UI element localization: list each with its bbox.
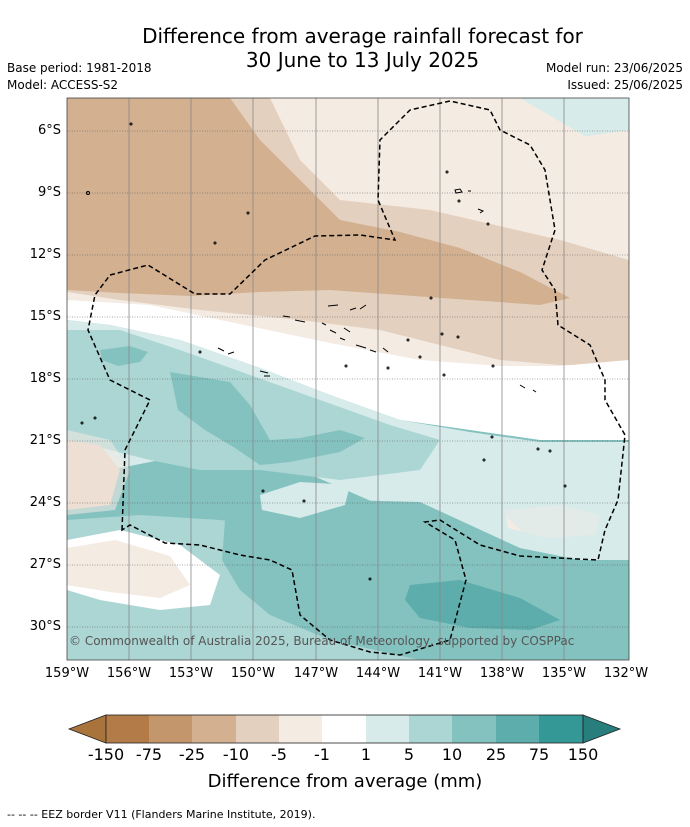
colorbar-tick: 25 [485, 745, 507, 764]
lon-label-138w: 138°W [479, 666, 525, 681]
lon-label-159w: 159°W [44, 666, 90, 681]
issued-label: Issued: 25/06/2025 [567, 78, 683, 92]
region-plus-75-south [405, 580, 560, 630]
lon-label-150w: 150°W [230, 666, 276, 681]
colorbar-high-arrow [582, 714, 622, 744]
lat-label-24s: 24°S [29, 495, 61, 510]
islands [80, 122, 567, 581]
colorbar-swatch [409, 715, 452, 743]
lat-label-12s: 12°S [29, 247, 61, 262]
eez-border [87, 100, 626, 656]
colorbar-tick: -25 [178, 745, 206, 764]
model-run-label: Model run: 23/06/2025 [545, 61, 683, 75]
lat-gridlines [67, 130, 629, 628]
map-title: Difference from average rainfall forecas… [0, 24, 690, 72]
eez-footnote: -- -- -- EEZ border V11 (Flanders Marine… [7, 808, 316, 821]
base-period-label: Base period: 1981-2018 [7, 61, 152, 75]
colorbar-swatch [366, 715, 409, 743]
copyright-notice: © Commonwealth of Australia 2025, Bureau… [69, 634, 575, 648]
meta-left: Base period: 1981-2018 Model: ACCESS-S2 [7, 60, 152, 94]
lon-label-144w: 144°W [355, 666, 401, 681]
lon-label-135w: 135°W [541, 666, 587, 681]
colorbar-tick: -150 [87, 745, 125, 764]
colorbar-tick: -5 [271, 745, 287, 764]
colorbar-tick: -75 [135, 745, 163, 764]
map-frame [66, 97, 630, 661]
meta-right: Model run: 23/06/2025 Issued: 25/06/2025 [546, 60, 683, 94]
colorbar-low-arrow [67, 714, 107, 744]
region-plus-5-se [490, 495, 629, 560]
region-near-zero-band [67, 300, 629, 440]
lat-label-27s: 27°S [29, 557, 61, 572]
colorbar-tick: -1 [314, 745, 330, 764]
colorbar-swatch [236, 715, 279, 743]
lat-label-30s: 30°S [29, 619, 61, 634]
colorbar-swatch [192, 715, 236, 743]
title-line-2: 30 June to 13 July 2025 [245, 48, 480, 72]
lat-label-21s: 21°S [29, 433, 61, 448]
colorbar-swatch [106, 715, 149, 743]
title-line-1: Difference from average rainfall forecas… [142, 24, 583, 48]
lon-label-147w: 147°W [293, 666, 339, 681]
lat-label-6s: 6°S [37, 123, 61, 138]
colorbar-tick: 1 [360, 745, 372, 764]
colorbar-tick: 150 [567, 745, 599, 764]
colorbar-swatch [149, 715, 192, 743]
region-minus-5-west [67, 430, 130, 515]
lon-label-156w: 156°W [106, 666, 152, 681]
map-field [67, 98, 629, 660]
colorbar-tick: 5 [403, 745, 415, 764]
colorbar-tick: 75 [528, 745, 550, 764]
region-minus-5-sw [67, 540, 190, 598]
colorbar-swatch [322, 715, 366, 743]
model-label: Model: ACCESS-S2 [7, 78, 119, 92]
colorbar-tick: -10 [222, 745, 250, 764]
colorbar-tick: 10 [441, 745, 463, 764]
region-minus-25 [67, 98, 570, 305]
lat-label-18s: 18°S [29, 371, 61, 386]
colorbar-swatch [496, 715, 539, 743]
colorbar-swatch [452, 715, 496, 743]
colorbar-swatch [279, 715, 322, 743]
lon-label-132w: 132°W [603, 666, 649, 681]
lon-label-141w: 141°W [417, 666, 463, 681]
lon-label-153w: 153°W [168, 666, 214, 681]
colorbar [67, 714, 622, 744]
lat-label-9s: 9°S [37, 185, 61, 200]
region-plus-25-west [100, 346, 148, 366]
colorbar-frame [105, 714, 584, 744]
colorbar-title: Difference from average (mm) [207, 771, 483, 792]
lat-label-15s: 15°S [29, 309, 61, 324]
lon-gridlines [128, 98, 565, 660]
colorbar-swatch [539, 715, 583, 743]
